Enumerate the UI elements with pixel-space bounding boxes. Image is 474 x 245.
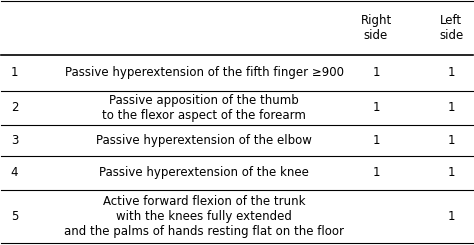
- Text: Passive hyperextension of the fifth finger ≥900: Passive hyperextension of the fifth fing…: [64, 66, 344, 79]
- Text: Passive hyperextension of the knee: Passive hyperextension of the knee: [99, 166, 309, 179]
- Text: Passive apposition of the thumb
to the flexor aspect of the forearm: Passive apposition of the thumb to the f…: [102, 94, 306, 122]
- Text: 1: 1: [372, 66, 380, 79]
- Text: 1: 1: [372, 166, 380, 179]
- Text: Left
side: Left side: [439, 14, 464, 42]
- Text: 4: 4: [11, 166, 18, 179]
- Text: Right
side: Right side: [360, 14, 392, 42]
- Text: 5: 5: [11, 210, 18, 223]
- Text: 1: 1: [447, 101, 455, 114]
- Text: 1: 1: [447, 210, 455, 223]
- Text: 1: 1: [447, 134, 455, 147]
- Text: 1: 1: [372, 101, 380, 114]
- Text: Active forward flexion of the trunk
with the knees fully extended
and the palms : Active forward flexion of the trunk with…: [64, 195, 344, 238]
- Text: 1: 1: [447, 166, 455, 179]
- Text: 1: 1: [372, 134, 380, 147]
- Text: 2: 2: [11, 101, 18, 114]
- Text: 3: 3: [11, 134, 18, 147]
- Text: 1: 1: [447, 66, 455, 79]
- Text: Passive hyperextension of the elbow: Passive hyperextension of the elbow: [96, 134, 312, 147]
- Text: 1: 1: [11, 66, 18, 79]
